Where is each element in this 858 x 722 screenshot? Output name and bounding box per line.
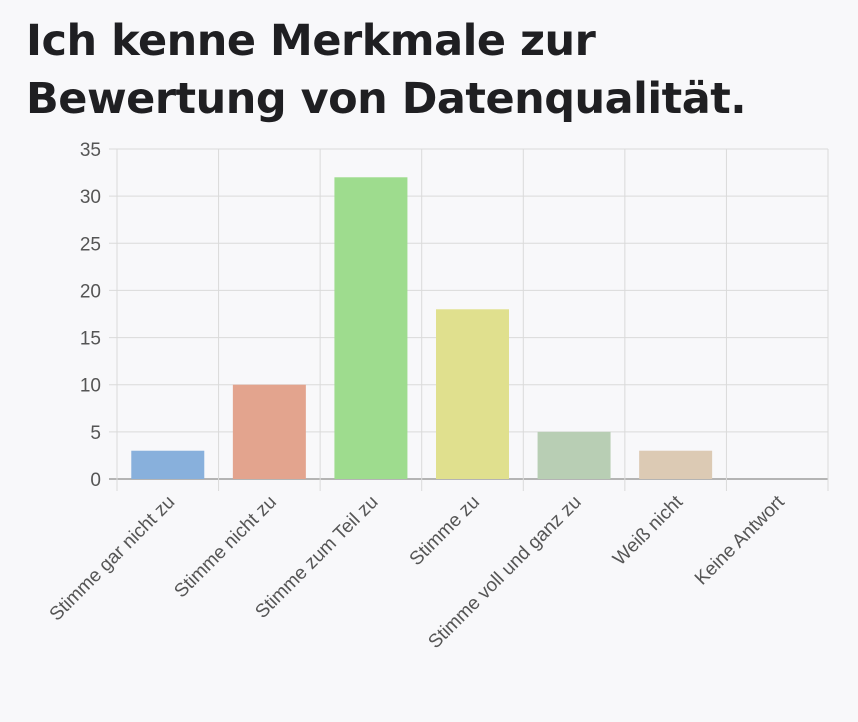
- x-tick-label: Stimme zu: [406, 492, 484, 570]
- bar-2: [232, 384, 306, 479]
- y-tick-label: 35: [80, 140, 101, 161]
- bar-3: [334, 177, 408, 480]
- y-tick-label: 20: [80, 281, 101, 302]
- y-tick-label: 25: [80, 234, 101, 255]
- bar-1: [131, 450, 205, 479]
- chart-title: Ich kenne Merkmale zur Bewertung von Dat…: [26, 16, 747, 124]
- bar-4: [436, 309, 509, 479]
- y-tick-label: 5: [90, 423, 101, 444]
- x-tick-label: Weiß nicht: [609, 491, 688, 570]
- x-tick-label: Stimme nicht zu: [170, 492, 280, 602]
- bar-5: [537, 431, 611, 479]
- y-tick-label: 0: [90, 470, 101, 491]
- x-tick-label: Stimme gar nicht zu: [46, 492, 180, 626]
- y-tick-label: 10: [80, 376, 101, 397]
- y-tick-label: 30: [80, 187, 101, 208]
- y-tick-label: 15: [80, 329, 101, 350]
- x-tick-label: Keine Antwort: [691, 491, 789, 589]
- bar-6: [639, 450, 713, 479]
